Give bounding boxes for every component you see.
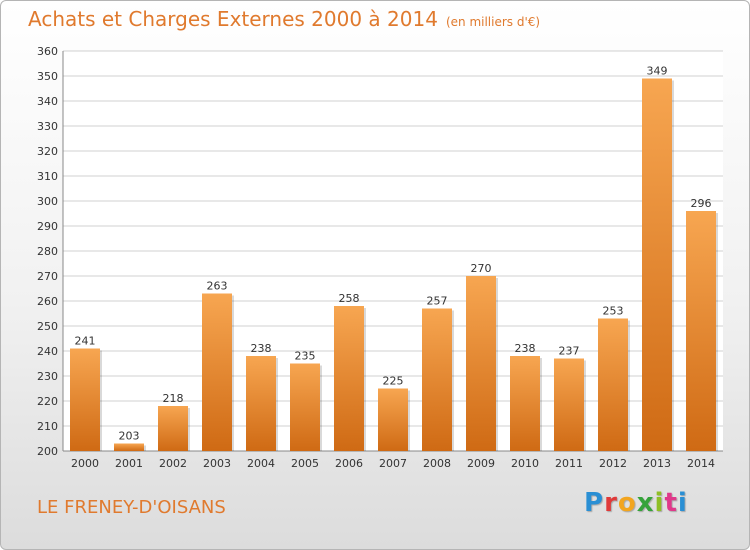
brand-logo: Proxiti [584,488,688,518]
x-tick-label: 2014 [687,457,715,470]
bar-2005 [290,363,320,451]
bar-2009 [466,276,496,451]
x-tick-label: 2002 [159,457,187,470]
y-tick-label: 330 [37,120,58,133]
y-tick-label: 220 [37,395,58,408]
chart-title-text: Achats et Charges Externes 2000 à 2014 [28,7,438,31]
bar-value-label: 296 [691,197,712,210]
x-tick-label: 2007 [379,457,407,470]
y-tick-label: 270 [37,270,58,283]
bar-2004 [246,356,276,451]
bar-value-label: 238 [251,342,272,355]
bar-value-label: 238 [515,342,536,355]
x-tick-label: 2006 [335,457,363,470]
x-tick-label: 2003 [203,457,231,470]
bar-2003 [202,293,232,451]
y-tick-label: 360 [37,45,58,58]
bar-value-label: 253 [603,305,624,318]
bar-value-label: 258 [339,292,360,305]
bar-2008 [422,308,452,451]
x-tick-label: 2001 [115,457,143,470]
bar-value-label: 235 [295,350,316,363]
x-tick-label: 2010 [511,457,539,470]
bar-2012 [598,318,628,451]
bar-2006 [334,306,364,451]
y-tick-label: 260 [37,295,58,308]
y-tick-label: 320 [37,145,58,158]
y-tick-label: 240 [37,345,58,358]
x-tick-label: 2011 [555,457,583,470]
chart-subtitle: (en milliers d'€) [445,15,541,29]
x-tick-label: 2009 [467,457,495,470]
bar-chart: 200 210 220 230 240 250 260 270 280 290 300 310 320 3… [37,45,723,470]
y-tick-label: 250 [37,320,58,333]
bar-2001 [114,443,144,451]
bar-2014 [686,211,716,451]
x-tick-label: 2000 [71,457,99,470]
commune-name: LE FRENEY-D'OISANS [37,497,226,518]
y-tick-label: 230 [37,370,58,383]
x-tick-label: 2012 [599,457,627,470]
y-tick-label: 290 [37,220,58,233]
bar-value-label: 225 [383,375,404,388]
bar-2007 [378,388,408,451]
y-tick-label: 340 [37,95,58,108]
bar-2002 [158,406,188,451]
bar-value-label: 263 [207,280,228,293]
bar-value-label: 218 [163,392,184,405]
bar-value-label: 349 [647,65,668,78]
chart-title: Achats et Charges Externes 2000 à 2014 (e… [28,7,540,31]
bar-2010 [510,356,540,451]
y-tick-label: 200 [37,445,58,458]
bar-2013 [642,78,672,451]
x-tick-label: 2004 [247,457,275,470]
bar-value-label: 203 [119,430,140,443]
y-tick-label: 280 [37,245,58,258]
bar-2011 [554,358,584,451]
x-tick-label: 2013 [643,457,671,470]
bar-value-label: 257 [427,295,448,308]
x-tick-label: 2008 [423,457,451,470]
y-tick-label: 310 [37,170,58,183]
bar-2000 [70,348,100,451]
bar-value-label: 270 [471,262,492,275]
y-tick-label: 350 [37,70,58,83]
bar-value-label: 241 [75,335,96,348]
y-tick-label: 210 [37,420,58,433]
y-tick-label: 300 [37,195,58,208]
x-tick-label: 2005 [291,457,319,470]
bar-value-label: 237 [559,345,580,358]
